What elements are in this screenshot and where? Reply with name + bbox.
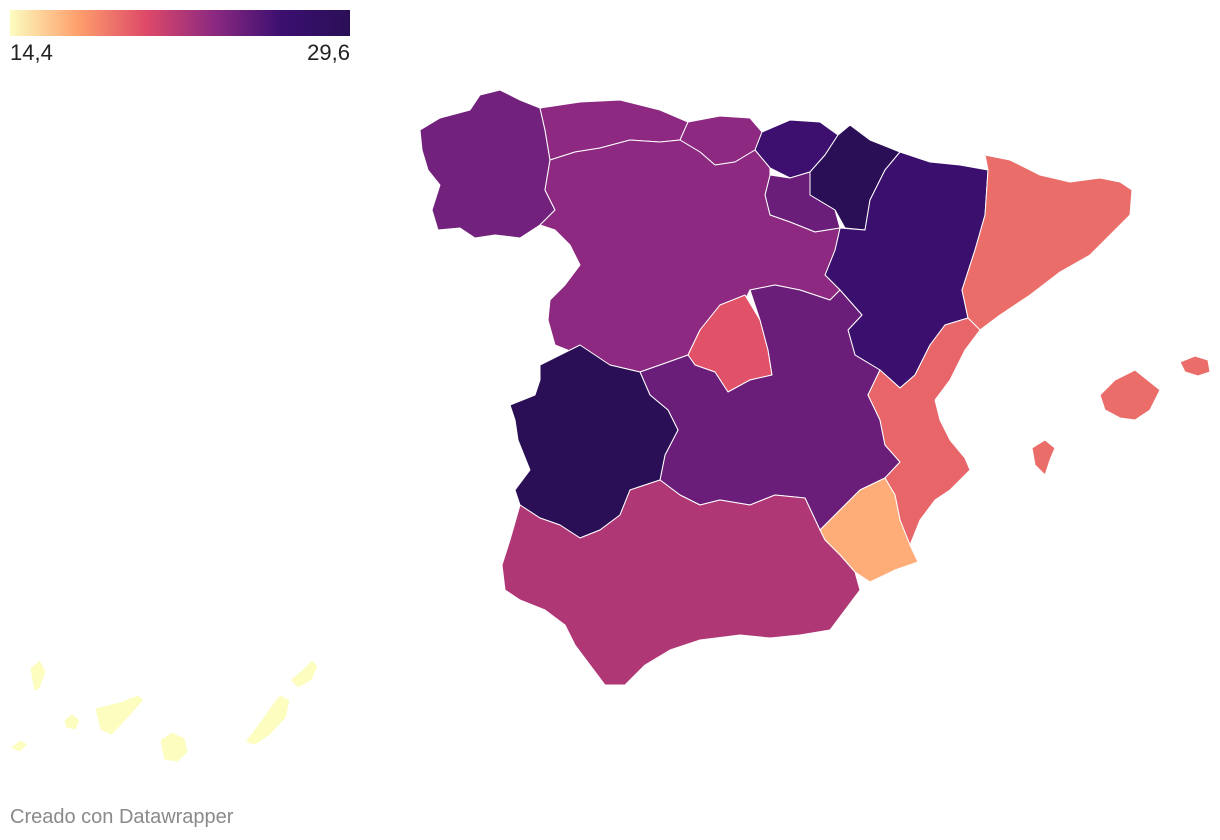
region-canarias-elhierro[interactable] bbox=[9, 739, 29, 753]
region-murcia[interactable] bbox=[819, 477, 919, 583]
datawrapper-credit[interactable]: Creado con Datawrapper bbox=[10, 806, 234, 828]
legend-max-label: 29,6 bbox=[307, 40, 350, 65]
region-baleares-ibiza[interactable] bbox=[1031, 439, 1056, 476]
region-canarias-lanzarote[interactable] bbox=[289, 659, 319, 689]
region-canarias-lapalma[interactable] bbox=[29, 659, 47, 693]
region-baleares-mallorca[interactable] bbox=[1099, 369, 1161, 421]
region-cataluna[interactable] bbox=[961, 154, 1133, 331]
region-baleares-menorca[interactable] bbox=[1179, 355, 1211, 377]
region-canarias-lagomera[interactable] bbox=[63, 713, 81, 731]
region-canarias-fuerteventura[interactable] bbox=[244, 694, 291, 746]
legend-min-label: 14,4 bbox=[10, 40, 53, 65]
region-canarias-tenerife[interactable] bbox=[94, 694, 145, 736]
legend-labels: 14,4 29,6 bbox=[10, 40, 350, 66]
region-andalucia[interactable] bbox=[501, 479, 861, 686]
region-galicia[interactable] bbox=[419, 89, 556, 239]
legend-gradient-bar bbox=[10, 10, 350, 36]
color-legend: 14,4 29,6 bbox=[10, 10, 350, 66]
region-comunidad-valenciana[interactable] bbox=[867, 317, 981, 546]
region-canarias-grancanaria[interactable] bbox=[159, 731, 189, 763]
